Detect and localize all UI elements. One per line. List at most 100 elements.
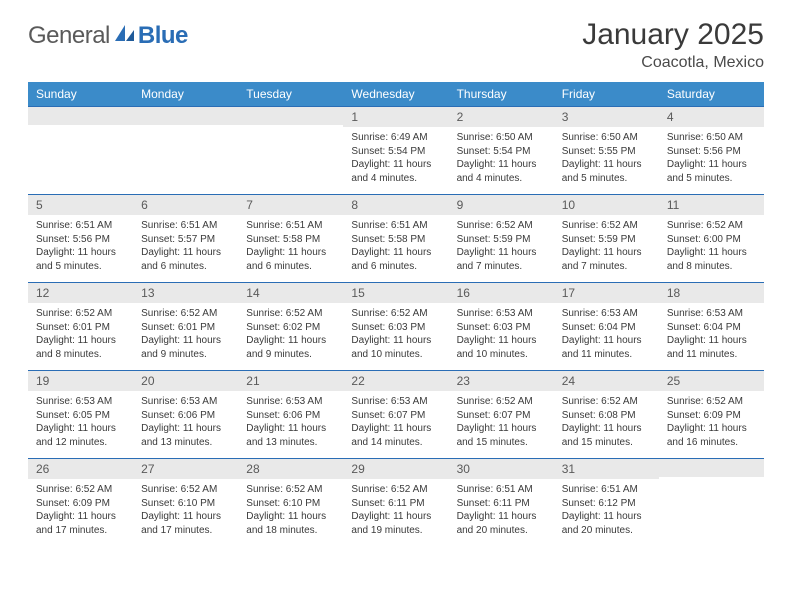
day-info: Sunrise: 6:52 AMSunset: 6:03 PMDaylight:… — [343, 303, 448, 365]
day-number: 7 — [238, 195, 343, 215]
calendar-day-cell: 3Sunrise: 6:50 AMSunset: 5:55 PMDaylight… — [554, 107, 659, 195]
calendar-empty-cell — [28, 107, 133, 195]
weekday-header: Saturday — [659, 82, 764, 107]
calendar-day-cell: 26Sunrise: 6:52 AMSunset: 6:09 PMDayligh… — [28, 459, 133, 547]
weekday-row: SundayMondayTuesdayWednesdayThursdayFrid… — [28, 82, 764, 107]
day-info: Sunrise: 6:52 AMSunset: 6:02 PMDaylight:… — [238, 303, 343, 365]
day-info: Sunrise: 6:52 AMSunset: 6:10 PMDaylight:… — [238, 479, 343, 541]
calendar-day-cell: 18Sunrise: 6:53 AMSunset: 6:04 PMDayligh… — [659, 283, 764, 371]
calendar-day-cell: 14Sunrise: 6:52 AMSunset: 6:02 PMDayligh… — [238, 283, 343, 371]
day-number: 1 — [343, 107, 448, 127]
calendar-week-row: 26Sunrise: 6:52 AMSunset: 6:09 PMDayligh… — [28, 459, 764, 547]
day-number: 31 — [554, 459, 659, 479]
day-number: 21 — [238, 371, 343, 391]
day-number: 29 — [343, 459, 448, 479]
day-number-empty — [659, 459, 764, 477]
calendar-empty-cell — [238, 107, 343, 195]
calendar-day-cell: 24Sunrise: 6:52 AMSunset: 6:08 PMDayligh… — [554, 371, 659, 459]
weekday-header: Monday — [133, 82, 238, 107]
day-number: 26 — [28, 459, 133, 479]
calendar-day-cell: 22Sunrise: 6:53 AMSunset: 6:07 PMDayligh… — [343, 371, 448, 459]
day-number-empty — [238, 107, 343, 125]
calendar-day-cell: 27Sunrise: 6:52 AMSunset: 6:10 PMDayligh… — [133, 459, 238, 547]
day-number: 11 — [659, 195, 764, 215]
logo-sail-icon — [114, 24, 136, 42]
calendar-day-cell: 5Sunrise: 6:51 AMSunset: 5:56 PMDaylight… — [28, 195, 133, 283]
calendar-day-cell: 30Sunrise: 6:51 AMSunset: 6:11 PMDayligh… — [449, 459, 554, 547]
day-number: 5 — [28, 195, 133, 215]
calendar-day-cell: 29Sunrise: 6:52 AMSunset: 6:11 PMDayligh… — [343, 459, 448, 547]
day-number: 30 — [449, 459, 554, 479]
brand-logo: General Blue — [28, 18, 188, 50]
calendar-empty-cell — [133, 107, 238, 195]
calendar-day-cell: 28Sunrise: 6:52 AMSunset: 6:10 PMDayligh… — [238, 459, 343, 547]
calendar-head: SundayMondayTuesdayWednesdayThursdayFrid… — [28, 82, 764, 107]
day-info: Sunrise: 6:51 AMSunset: 6:12 PMDaylight:… — [554, 479, 659, 541]
day-info: Sunrise: 6:52 AMSunset: 6:01 PMDaylight:… — [28, 303, 133, 365]
day-number: 27 — [133, 459, 238, 479]
calendar-day-cell: 4Sunrise: 6:50 AMSunset: 5:56 PMDaylight… — [659, 107, 764, 195]
day-number: 9 — [449, 195, 554, 215]
day-info: Sunrise: 6:52 AMSunset: 6:10 PMDaylight:… — [133, 479, 238, 541]
day-info: Sunrise: 6:53 AMSunset: 6:06 PMDaylight:… — [133, 391, 238, 453]
calendar-day-cell: 15Sunrise: 6:52 AMSunset: 6:03 PMDayligh… — [343, 283, 448, 371]
calendar-day-cell: 25Sunrise: 6:52 AMSunset: 6:09 PMDayligh… — [659, 371, 764, 459]
calendar-empty-cell — [659, 459, 764, 547]
day-number: 10 — [554, 195, 659, 215]
day-number: 3 — [554, 107, 659, 127]
weekday-header: Thursday — [449, 82, 554, 107]
calendar-day-cell: 16Sunrise: 6:53 AMSunset: 6:03 PMDayligh… — [449, 283, 554, 371]
calendar-page: General Blue January 2025 Coacotla, Mexi… — [0, 0, 792, 565]
day-number: 24 — [554, 371, 659, 391]
day-info: Sunrise: 6:53 AMSunset: 6:03 PMDaylight:… — [449, 303, 554, 365]
day-number: 17 — [554, 283, 659, 303]
day-number: 2 — [449, 107, 554, 127]
month-title: January 2025 — [582, 18, 764, 52]
weekday-header: Wednesday — [343, 82, 448, 107]
day-number: 8 — [343, 195, 448, 215]
calendar-day-cell: 11Sunrise: 6:52 AMSunset: 6:00 PMDayligh… — [659, 195, 764, 283]
day-number: 4 — [659, 107, 764, 127]
day-info: Sunrise: 6:50 AMSunset: 5:55 PMDaylight:… — [554, 127, 659, 189]
calendar-day-cell: 2Sunrise: 6:50 AMSunset: 5:54 PMDaylight… — [449, 107, 554, 195]
day-number-empty — [133, 107, 238, 125]
day-info: Sunrise: 6:52 AMSunset: 6:08 PMDaylight:… — [554, 391, 659, 453]
calendar-table: SundayMondayTuesdayWednesdayThursdayFrid… — [28, 82, 764, 547]
weekday-header: Tuesday — [238, 82, 343, 107]
day-info: Sunrise: 6:52 AMSunset: 6:01 PMDaylight:… — [133, 303, 238, 365]
day-info: Sunrise: 6:52 AMSunset: 6:09 PMDaylight:… — [659, 391, 764, 453]
day-number: 13 — [133, 283, 238, 303]
day-number: 20 — [133, 371, 238, 391]
day-info: Sunrise: 6:51 AMSunset: 5:58 PMDaylight:… — [343, 215, 448, 277]
day-info: Sunrise: 6:52 AMSunset: 6:00 PMDaylight:… — [659, 215, 764, 277]
day-info: Sunrise: 6:51 AMSunset: 5:56 PMDaylight:… — [28, 215, 133, 277]
day-number: 16 — [449, 283, 554, 303]
day-number-empty — [28, 107, 133, 125]
calendar-day-cell: 17Sunrise: 6:53 AMSunset: 6:04 PMDayligh… — [554, 283, 659, 371]
calendar-day-cell: 23Sunrise: 6:52 AMSunset: 6:07 PMDayligh… — [449, 371, 554, 459]
day-number: 23 — [449, 371, 554, 391]
day-number: 18 — [659, 283, 764, 303]
location: Coacotla, Mexico — [582, 54, 764, 72]
day-info: Sunrise: 6:53 AMSunset: 6:04 PMDaylight:… — [554, 303, 659, 365]
day-info: Sunrise: 6:52 AMSunset: 6:07 PMDaylight:… — [449, 391, 554, 453]
calendar-day-cell: 6Sunrise: 6:51 AMSunset: 5:57 PMDaylight… — [133, 195, 238, 283]
calendar-day-cell: 9Sunrise: 6:52 AMSunset: 5:59 PMDaylight… — [449, 195, 554, 283]
header: General Blue January 2025 Coacotla, Mexi… — [28, 18, 764, 72]
day-info: Sunrise: 6:50 AMSunset: 5:54 PMDaylight:… — [449, 127, 554, 189]
calendar-day-cell: 8Sunrise: 6:51 AMSunset: 5:58 PMDaylight… — [343, 195, 448, 283]
day-number: 22 — [343, 371, 448, 391]
brand-part1: General — [28, 22, 110, 50]
title-block: January 2025 Coacotla, Mexico — [582, 18, 764, 72]
day-info: Sunrise: 6:49 AMSunset: 5:54 PMDaylight:… — [343, 127, 448, 189]
day-info: Sunrise: 6:53 AMSunset: 6:05 PMDaylight:… — [28, 391, 133, 453]
day-number: 19 — [28, 371, 133, 391]
weekday-header: Friday — [554, 82, 659, 107]
day-number: 28 — [238, 459, 343, 479]
day-info: Sunrise: 6:52 AMSunset: 6:11 PMDaylight:… — [343, 479, 448, 541]
day-number: 14 — [238, 283, 343, 303]
calendar-week-row: 1Sunrise: 6:49 AMSunset: 5:54 PMDaylight… — [28, 107, 764, 195]
day-number: 25 — [659, 371, 764, 391]
day-info: Sunrise: 6:51 AMSunset: 5:57 PMDaylight:… — [133, 215, 238, 277]
calendar-week-row: 5Sunrise: 6:51 AMSunset: 5:56 PMDaylight… — [28, 195, 764, 283]
